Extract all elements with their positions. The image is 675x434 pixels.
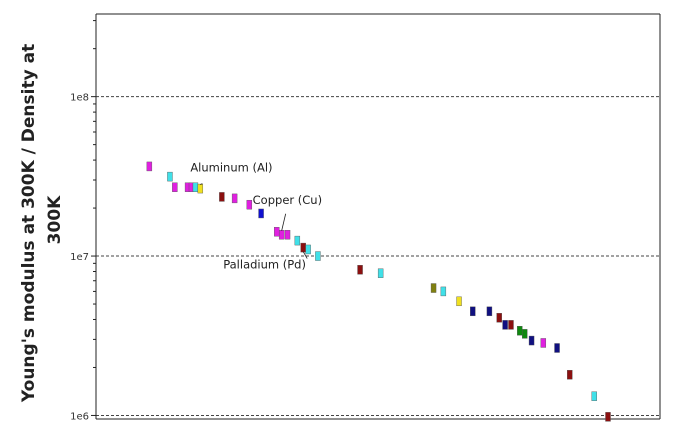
annotation-label: Aluminum (Al): [190, 161, 272, 175]
annotation-label: Copper (Cu): [253, 193, 322, 207]
data-point: [456, 296, 462, 307]
annotation-leader: [302, 251, 308, 259]
data-point: [219, 192, 225, 202]
annotation-label: Palladium (Pd): [223, 258, 306, 272]
data-point: [377, 268, 384, 278]
grid-lines: [96, 96, 660, 416]
data-point: [305, 244, 311, 255]
plot-background: [96, 14, 660, 419]
y-axis-ticks: 1e6 1e7 1e8: [70, 20, 96, 422]
data-point: [522, 329, 528, 339]
annotation-leader: [281, 213, 287, 231]
data-point: [496, 313, 502, 323]
data-point: [258, 208, 264, 219]
data-point: [528, 335, 535, 346]
y-tick-label: 1e7: [70, 252, 89, 263]
data-point: [300, 242, 306, 253]
data-point: [278, 230, 285, 240]
data-point: [294, 235, 301, 246]
y-axis-label-line-2: 300K: [45, 195, 65, 244]
data-point: [197, 183, 204, 194]
data-point: [315, 251, 321, 261]
data-point: [231, 193, 238, 204]
data-point: [146, 161, 153, 172]
data-point: [508, 320, 514, 330]
annotations: Aluminum (Al) Copper (Cu) Palladium (Pd): [190, 161, 322, 272]
data-point: [430, 283, 437, 293]
data-point: [517, 326, 523, 336]
data-point: [172, 182, 178, 192]
data-point: [284, 230, 291, 240]
data-point: [554, 343, 560, 353]
data-point: [246, 199, 253, 210]
annotation-leader: [200, 183, 203, 185]
data-point: [486, 306, 493, 317]
data-point: [540, 338, 547, 348]
data-point: [567, 370, 573, 380]
data-point: [274, 227, 280, 237]
data-point: [357, 265, 363, 275]
data-point: [440, 286, 447, 297]
data-point: [502, 320, 508, 330]
y-tick-label: 1e6: [70, 411, 89, 422]
data-point: [605, 412, 611, 422]
y-axis-label-line-1: Young's modulus at 300K / Density at: [19, 44, 39, 403]
data-points: [146, 161, 611, 422]
data-point: [470, 306, 476, 317]
data-point: [192, 182, 199, 192]
y-axis-label: Young's modulus at 300K / Density at 300…: [19, 38, 65, 403]
data-point: [167, 171, 173, 182]
data-point: [591, 391, 597, 401]
y-tick-label: 1e8: [70, 93, 89, 104]
